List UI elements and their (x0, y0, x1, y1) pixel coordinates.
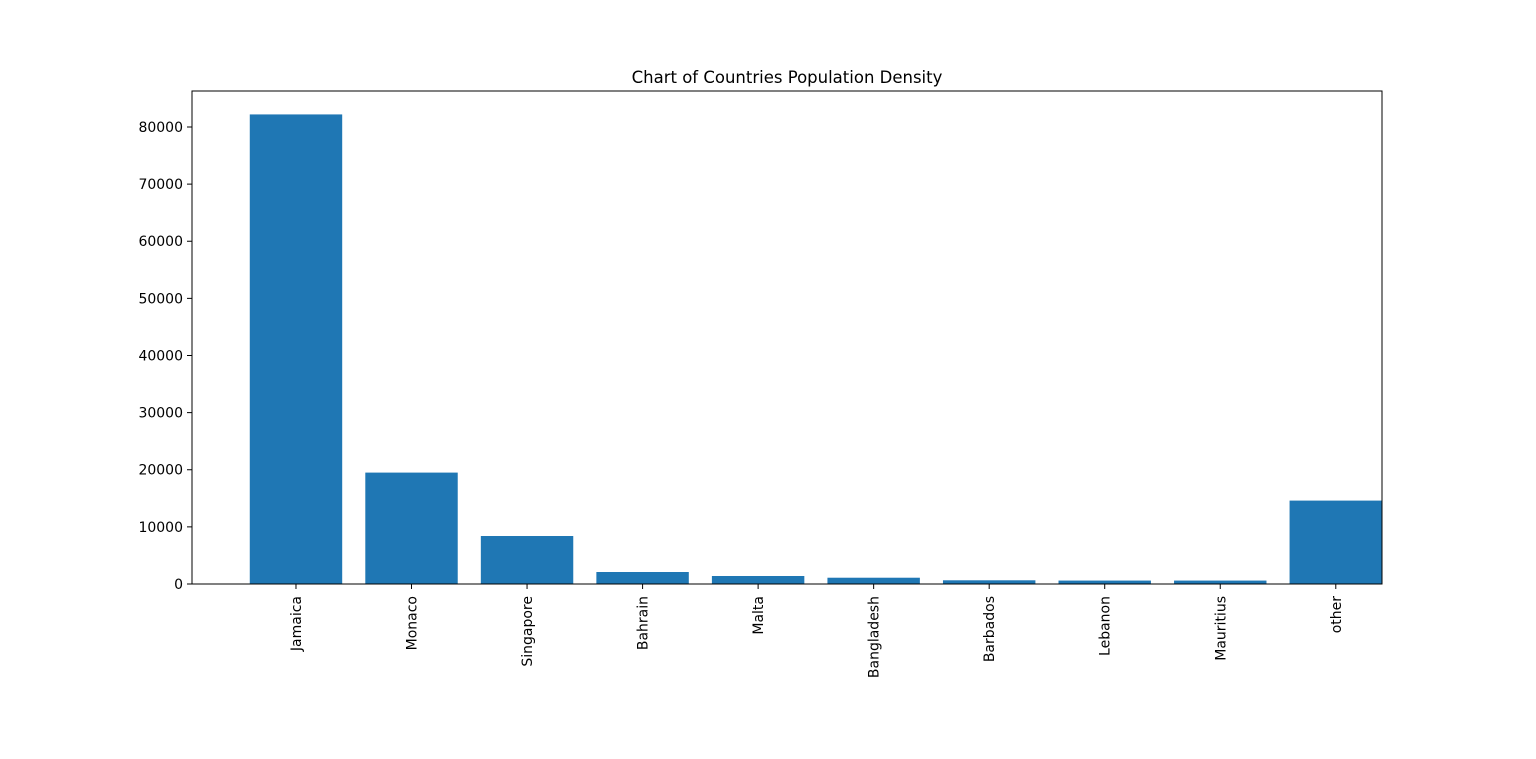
x-tick-label: Malta (751, 596, 767, 635)
x-tick-label: Barbados (982, 596, 998, 662)
x-tick-label: Bangladesh (867, 596, 883, 678)
y-tick-label: 10000 (138, 520, 183, 536)
y-tick-label: 20000 (138, 463, 183, 479)
y-tick-label: 50000 (138, 291, 183, 307)
y-tick-label: 0 (174, 577, 183, 593)
y-tick-label: 40000 (138, 348, 183, 364)
x-tick-label: Jamaica (289, 596, 305, 652)
bar-monaco (365, 472, 458, 584)
chart-title: Chart of Countries Population Density (632, 68, 943, 87)
bar-barbados (942, 580, 1036, 584)
bar-bangladesh (827, 577, 920, 584)
y-tick-label: 60000 (138, 234, 183, 250)
bar-mauritius (1174, 580, 1267, 584)
x-tick-label: Mauritius (1213, 596, 1229, 661)
y-tick-label: 30000 (138, 406, 183, 422)
bar-malta (711, 576, 805, 584)
y-tick-label: 80000 (138, 120, 183, 136)
bars-group (249, 114, 1382, 585)
x-tick-label: Monaco (405, 596, 421, 650)
plot-area-frame (191, 90, 1383, 585)
y-tick-label: 70000 (138, 177, 183, 193)
bar-lebanon (1058, 580, 1151, 584)
x-tick-label: other (1329, 596, 1345, 634)
bar-jamaica (249, 114, 343, 585)
x-tick-label: Lebanon (1098, 596, 1114, 656)
bar-singapore (480, 536, 574, 584)
x-axis-ticks: Jamaica Monaco Singapore Bahrain Malta Bangla… (289, 584, 1345, 678)
x-tick-label: Bahrain (636, 596, 652, 650)
x-tick-label: Singapore (520, 596, 536, 667)
bar-bahrain (596, 572, 689, 584)
y-axis-ticks: 0 10000 20000 30000 40000 50000 60000 70000 8000… (138, 120, 192, 593)
bar-other (1289, 500, 1382, 584)
